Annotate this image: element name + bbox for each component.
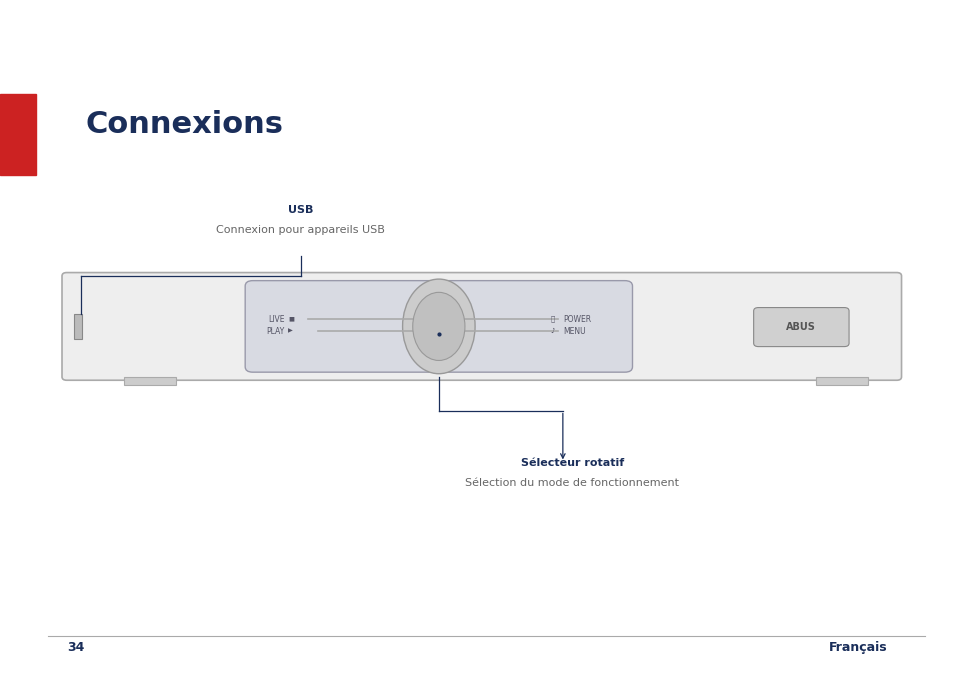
Text: ABUS: ABUS bbox=[785, 322, 816, 332]
Text: USB: USB bbox=[288, 205, 313, 215]
Text: Connexion pour appareils USB: Connexion pour appareils USB bbox=[215, 225, 385, 236]
FancyBboxPatch shape bbox=[62, 273, 901, 380]
Text: MENU: MENU bbox=[562, 326, 585, 336]
Text: ■: ■ bbox=[288, 316, 294, 322]
Text: Sélection du mode de fonctionnement: Sélection du mode de fonctionnement bbox=[465, 478, 679, 488]
Text: Français: Français bbox=[828, 641, 886, 654]
Text: Connexions: Connexions bbox=[86, 110, 284, 139]
Bar bbox=[124, 377, 176, 385]
Text: ♪: ♪ bbox=[550, 328, 555, 334]
Text: ▶: ▶ bbox=[288, 328, 293, 334]
Text: Sélecteur rotatif: Sélecteur rotatif bbox=[520, 458, 623, 468]
Text: 34: 34 bbox=[67, 641, 84, 654]
FancyBboxPatch shape bbox=[245, 281, 632, 372]
Text: POWER: POWER bbox=[562, 314, 590, 324]
Ellipse shape bbox=[413, 292, 464, 361]
Bar bbox=[74, 314, 82, 339]
FancyBboxPatch shape bbox=[753, 308, 848, 347]
Text: PLAY: PLAY bbox=[266, 326, 284, 336]
Ellipse shape bbox=[402, 279, 475, 374]
Text: LIVE: LIVE bbox=[268, 314, 284, 324]
Bar bbox=[815, 377, 867, 385]
Text: ⏻: ⏻ bbox=[551, 316, 555, 322]
Bar bbox=[0, 94, 36, 175]
